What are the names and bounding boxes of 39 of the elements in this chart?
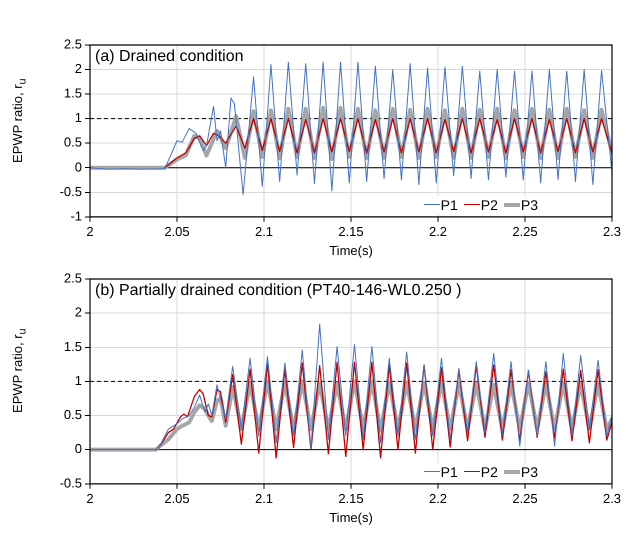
legend-label: P3 [520, 464, 538, 480]
y-tick-label: -0.5 [60, 475, 82, 490]
y-tick-label: 1 [74, 110, 82, 126]
y-tick-label: -0.5 [60, 184, 82, 199]
y-tick-label: 2.5 [64, 270, 82, 286]
x-tick-label: 2.2 [428, 491, 448, 506]
y-tick-label: 2.5 [64, 36, 82, 52]
y-tick-label: -1 [70, 208, 82, 224]
x-tick-label: 2 [86, 224, 94, 240]
y-tick-label: 1.5 [64, 338, 82, 354]
legend-label: P1 [440, 196, 458, 213]
x-tick-label: 2.3 [602, 491, 622, 506]
x-tick-label: 2.3 [602, 224, 622, 240]
legend-label: P3 [520, 196, 538, 213]
x-tick-label: 2.15 [338, 491, 364, 506]
x-tick-label: 2.15 [338, 224, 364, 240]
x-axis-title: Time(s) [329, 242, 373, 258]
chart-title: (a) Drained condition [95, 48, 244, 66]
legend-label: P2 [480, 196, 498, 213]
legend-label: P1 [440, 464, 458, 480]
legend-label: P2 [480, 464, 498, 480]
x-tick-label: 2.25 [512, 491, 538, 506]
x-tick-label: 2.05 [164, 224, 190, 240]
y-tick-label: 0 [74, 159, 82, 174]
x-tick-label: 2.25 [512, 224, 538, 240]
x-tick-label: 2.05 [164, 491, 190, 506]
y-tick-label: 2 [74, 61, 82, 76]
y-tick-label: 0 [74, 441, 82, 456]
x-tick-label: 2 [86, 491, 94, 506]
x-tick-label: 2.1 [254, 224, 274, 240]
y-tick-label: 2 [74, 304, 82, 320]
x-tick-label: 2.1 [254, 491, 274, 506]
y-tick-label: 1.5 [64, 86, 82, 101]
y-tick-label: 0.5 [64, 407, 82, 422]
y-tick-label: 0.5 [64, 134, 82, 150]
x-axis-title: Time(s) [329, 510, 373, 525]
y-tick-label: 1 [74, 372, 82, 388]
chart-title: (b) Partially drained condition (PT40-146-WL0.250 ) [95, 282, 462, 300]
x-tick-label: 2.2 [428, 224, 448, 240]
